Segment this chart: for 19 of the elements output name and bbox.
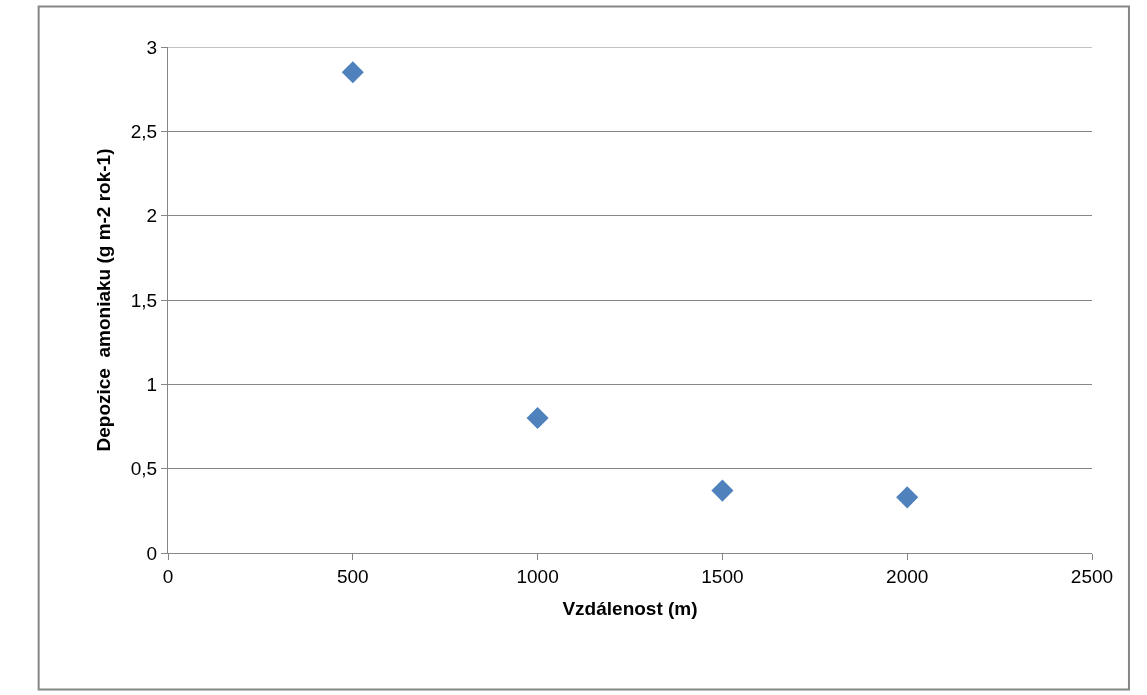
x-tick-label: 1000 bbox=[516, 565, 559, 587]
x-axis-title: Vzdálenost (m) bbox=[562, 597, 698, 619]
y-tick-label: 0 bbox=[146, 542, 158, 564]
x-tick-label: 1500 bbox=[701, 565, 744, 587]
point bbox=[341, 61, 364, 84]
y-tick-label: 3 bbox=[146, 36, 158, 58]
y-tick-label: 2 bbox=[146, 205, 158, 227]
y-tick-label: 0,5 bbox=[130, 458, 158, 480]
x-tick-label: 0 bbox=[162, 565, 174, 587]
y-axis-title: Depozice amoniaku (g m-2 rok-1) bbox=[92, 148, 114, 452]
x-tick-label: 2500 bbox=[1070, 565, 1114, 587]
y-tick-label: 1 bbox=[146, 373, 158, 395]
y-tick-label: 1,5 bbox=[130, 289, 158, 311]
x-tick-label: 2000 bbox=[886, 565, 929, 587]
x-tick-label: 500 bbox=[336, 565, 369, 587]
point bbox=[526, 407, 549, 430]
y-tick-label: 2,5 bbox=[130, 120, 158, 142]
point bbox=[896, 486, 919, 509]
point bbox=[711, 479, 734, 502]
